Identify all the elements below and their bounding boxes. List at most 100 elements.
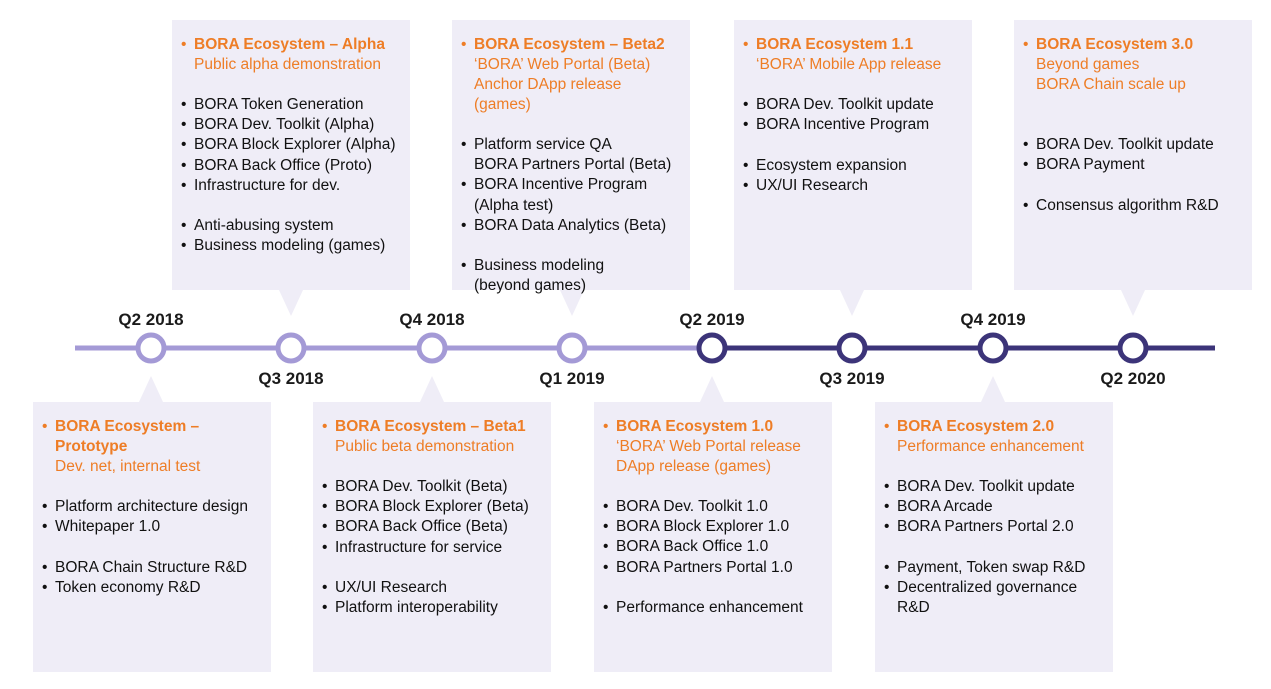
card-title: BORA Ecosystem 1.1	[756, 36, 914, 53]
milestone-node-q3-2018	[275, 332, 307, 364]
list-item: Platform architecture design	[42, 497, 261, 517]
list-item: BORA Block Explorer 1.0	[603, 517, 822, 537]
list-item: (Alpha test)	[474, 196, 554, 214]
list-item: BORA Dev. Toolkit (Beta)	[322, 477, 541, 497]
list-item: R&D	[897, 599, 930, 617]
card-subtitle: ‘BORA’ Mobile App release	[756, 56, 942, 73]
card-heading: • BORA Ecosystem 3.0 Beyond games BORA Chai…	[1023, 35, 1242, 95]
heading-bullet: •	[603, 418, 609, 435]
card-heading: • BORA Ecosystem – Beta2 ‘BORA’ Web Portal…	[461, 35, 680, 115]
heading-bullet: •	[884, 418, 890, 435]
card-item-list: BORA Dev. Toolkit updateBORA Payment Cons…	[1023, 115, 1242, 216]
heading-bullet: •	[461, 36, 467, 53]
list-item: BORA Dev. Toolkit update	[1023, 135, 1242, 155]
pointer-beta2	[560, 290, 584, 316]
milestone-label-q3-2018: Q3 2018	[258, 369, 324, 388]
card-title: BORA Ecosystem 3.0	[1036, 36, 1194, 53]
list-item: UX/UI Research	[322, 578, 541, 598]
list-gap	[461, 236, 680, 256]
milestone-node-q1-2019	[556, 332, 588, 364]
card-heading: • BORA Ecosystem – Prototype Dev. net, inte…	[42, 417, 261, 477]
list-gap	[884, 538, 1103, 558]
card-title: BORA Ecosystem –	[55, 418, 200, 435]
pointer-alpha	[279, 290, 303, 316]
card-subtitle: Performance enhancement	[897, 438, 1084, 455]
list-item: BORA Dev. Toolkit update	[884, 477, 1103, 497]
list-item: Consensus algorithm R&D	[1023, 196, 1242, 216]
card-title: BORA Ecosystem – Beta2	[474, 36, 665, 53]
card-eco30: • BORA Ecosystem 3.0 Beyond games BORA Chai…	[1014, 20, 1252, 290]
list-gap	[1023, 115, 1242, 135]
card-subtitle: Anchor DApp release (games)	[474, 76, 622, 113]
list-item: Platform interoperability	[322, 598, 541, 618]
list-item: BORA Block Explorer (Alpha)	[181, 135, 400, 155]
list-item: Platform service QA	[461, 135, 680, 155]
list-item: Decentralized governance	[884, 578, 1103, 598]
milestone-node-q4-2019	[977, 332, 1009, 364]
list-item: BORA Back Office (Beta)	[322, 517, 541, 537]
list-item: Token economy R&D	[42, 578, 261, 598]
card-eco20: • BORA Ecosystem 2.0 Performance enhanceme…	[875, 402, 1113, 672]
card-item-list: Platform architecture designWhitepaper 1…	[42, 497, 261, 598]
card-item-list: BORA Dev. Toolkit 1.0BORA Block Explorer…	[603, 497, 822, 618]
list-item: BORA Data Analytics (Beta)	[461, 216, 680, 236]
pointer-eco10	[700, 376, 724, 402]
list-item: BORA Dev. Toolkit 1.0	[603, 497, 822, 517]
card-subtitle: Beyond games	[1036, 56, 1140, 73]
list-item: BORA Chain Structure R&D	[42, 558, 261, 578]
list-gap	[1023, 176, 1242, 196]
card-subtitle: BORA Chain scale up	[1036, 76, 1186, 93]
milestone-label-q2-2020: Q2 2020	[1100, 369, 1166, 388]
list-item: Business modeling (games)	[181, 236, 400, 256]
list-gap	[42, 537, 261, 557]
list-item: Whitepaper 1.0	[42, 517, 261, 537]
milestone-label-q2-2019: Q2 2019	[679, 310, 745, 329]
list-item: BORA Partners Portal 1.0	[603, 558, 822, 578]
milestone-label-q3-2019: Q3 2019	[819, 369, 885, 388]
heading-bullet: •	[322, 418, 328, 435]
list-item: BORA Dev. Toolkit (Alpha)	[181, 115, 400, 135]
card-title: BORA Ecosystem 2.0	[897, 418, 1055, 435]
pointer-eco11	[840, 290, 864, 316]
pointer-eco30	[1121, 290, 1145, 316]
card-subtitle: Dev. net, internal test	[55, 458, 201, 475]
list-gap	[322, 558, 541, 578]
card-eco10: • BORA Ecosystem 1.0 ‘BORA’ Web Portal rel…	[594, 402, 832, 672]
pointer-beta1	[420, 376, 444, 402]
card-heading: • BORA Ecosystem – Beta1 Public beta demon…	[322, 417, 541, 457]
heading-bullet: •	[1023, 36, 1029, 53]
milestone-node-q4-2018	[416, 332, 448, 364]
list-gap	[603, 578, 822, 598]
card-item-list: BORA Dev. Toolkit updateBORA Incentive P…	[743, 95, 962, 196]
card-subtitle: Public beta demonstration	[335, 438, 515, 455]
milestone-node-q2-2019	[696, 332, 728, 364]
milestone-label-q1-2019: Q1 2019	[539, 369, 605, 388]
card-item-list: BORA Dev. Toolkit (Beta)BORA Block Explo…	[322, 477, 541, 619]
card-beta2: • BORA Ecosystem – Beta2 ‘BORA’ Web Portal…	[452, 20, 690, 294]
list-item: BORA Payment	[1023, 155, 1242, 175]
list-item: BORA Arcade	[884, 497, 1103, 517]
card-heading: • BORA Ecosystem 2.0 Performance enhanceme…	[884, 417, 1103, 457]
heading-bullet: •	[181, 36, 187, 53]
milestone-node-q3-2019	[836, 332, 868, 364]
heading-bullet: •	[42, 418, 48, 435]
card-title: BORA Ecosystem – Beta1	[335, 418, 526, 435]
list-item: BORA Dev. Toolkit update	[743, 95, 962, 115]
list-item: BORA Back Office (Proto)	[181, 156, 400, 176]
list-gap	[181, 196, 400, 216]
list-item: Infrastructure for service	[322, 538, 541, 558]
milestone-label-q2-2018: Q2 2018	[118, 310, 184, 329]
list-gap	[743, 135, 962, 155]
list-item: BORA Token Generation	[181, 95, 400, 115]
card-heading: • BORA Ecosystem – Alpha Public alpha demo…	[181, 35, 400, 75]
card-subtitle: DApp release (games)	[616, 458, 772, 475]
card-beta1: • BORA Ecosystem – Beta1 Public beta demon…	[313, 402, 551, 672]
list-item: Anti-abusing system	[181, 216, 400, 236]
milestone-label-q4-2019: Q4 2019	[960, 310, 1026, 329]
card-alpha: • BORA Ecosystem – Alpha Public alpha demo…	[172, 20, 410, 290]
card-heading: • BORA Ecosystem 1.1 ‘BORA’ Mobile App rel…	[743, 35, 962, 75]
list-item: Payment, Token swap R&D	[884, 558, 1103, 578]
list-item: BORA Incentive Program	[743, 115, 962, 135]
card-subtitle: Public alpha demonstration	[194, 56, 381, 73]
